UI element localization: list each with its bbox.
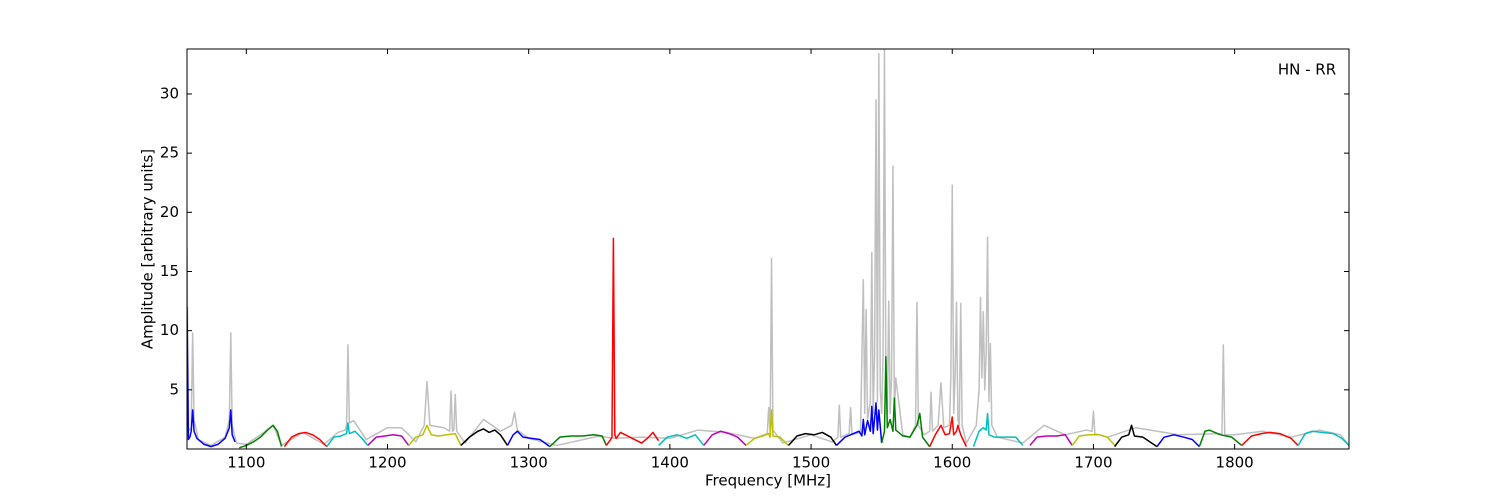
spectrum-line: [1198, 429, 1243, 447]
spectrum-line: [928, 416, 968, 447]
spectrum-line: [326, 422, 369, 448]
spectrum-line: [880, 355, 931, 448]
y-tick-label: 10: [160, 321, 179, 339]
spectrum-line: [972, 412, 1024, 447]
spectrum-line: [1156, 434, 1200, 448]
spectrum-line: [460, 428, 509, 446]
spectrum-line: [283, 431, 328, 448]
y-tick-label: 5: [169, 380, 179, 398]
spectrum-line: [787, 431, 838, 446]
x-tick-label: 1500: [792, 454, 830, 472]
spectrum-line: [745, 409, 789, 447]
y-tick-label: 25: [160, 144, 179, 162]
x-tick-label: 1300: [510, 454, 548, 472]
plot-lines: [187, 49, 1349, 449]
x-tick-label: 1100: [227, 454, 265, 472]
spectrum-line: [506, 430, 551, 448]
spectrum-line: [187, 306, 236, 448]
x-tick-label: 1700: [1074, 454, 1112, 472]
y-tick-label: 20: [160, 203, 179, 221]
spectrum-line: [408, 424, 462, 446]
spectrum-line: [703, 430, 747, 446]
y-axis-label: Amplitude [arbitrary units]: [139, 149, 157, 349]
spectrum-line: [367, 434, 410, 446]
spectrum-line: [1029, 434, 1073, 446]
x-tick-label: 1200: [368, 454, 406, 472]
x-tick-label: 1800: [1216, 454, 1254, 472]
y-tick-label: 30: [160, 84, 179, 102]
x-axis-label: Frequency [MHz]: [705, 472, 831, 490]
spectrum-line: [1071, 434, 1116, 446]
spectrum-line: [605, 237, 660, 446]
plot-frame: [186, 48, 1350, 450]
spectrum-line: [658, 434, 705, 446]
spectrum-line: [239, 424, 283, 449]
spectrum-line: [187, 49, 1349, 447]
y-tick-label: 15: [160, 262, 179, 280]
spectrum-line: [1114, 424, 1158, 448]
spectrum-line: [835, 402, 883, 446]
spectrum-line: [1241, 431, 1299, 446]
spectrum-line: [549, 434, 608, 448]
x-tick-label: 1600: [933, 454, 971, 472]
annotation: HN - RR: [1278, 61, 1336, 79]
x-tick-label: 1400: [651, 454, 689, 472]
spectrum-line: [1297, 430, 1349, 446]
